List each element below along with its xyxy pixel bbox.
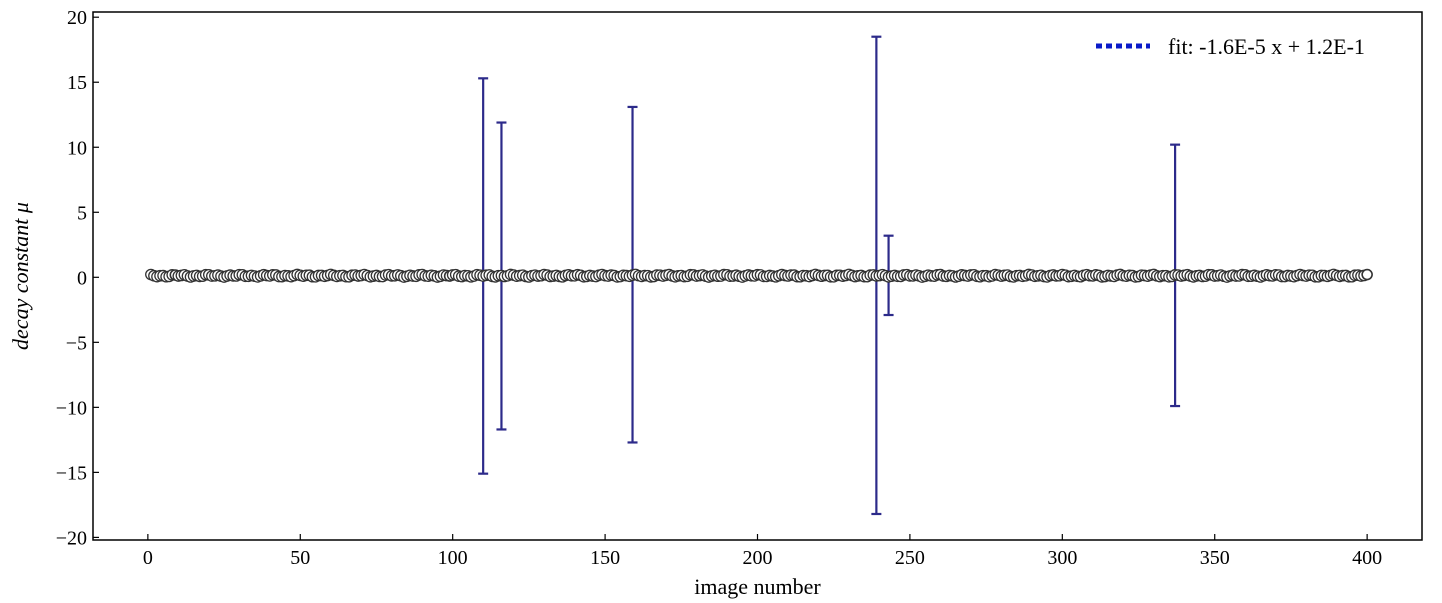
x-axis: 0 50 100 150 200 250 300 350 400 bbox=[143, 534, 1382, 569]
plot-content bbox=[145, 35, 1373, 516]
y-tick-label: −5 bbox=[66, 332, 87, 354]
data-point bbox=[1361, 268, 1373, 281]
legend-label-fit: fit: -1.6E-5 x + 1.2E-1 bbox=[1168, 34, 1365, 59]
x-tick-label: 50 bbox=[290, 547, 310, 569]
y-axis: −20 −15 −10 −5 0 5 10 15 20 bbox=[56, 7, 99, 549]
y-tick-label: 5 bbox=[77, 202, 87, 224]
x-tick-label: 300 bbox=[1047, 547, 1077, 569]
x-tick-label: 350 bbox=[1200, 547, 1230, 569]
y-tick-label: −10 bbox=[56, 397, 87, 419]
y-axis-label: decay constant μ bbox=[8, 202, 33, 350]
y-tick-label: 20 bbox=[67, 7, 87, 29]
y-tick-label: 15 bbox=[67, 72, 87, 94]
y-tick-label: −15 bbox=[56, 462, 87, 484]
x-tick-label: 250 bbox=[895, 547, 925, 569]
x-tick-label: 0 bbox=[143, 547, 153, 569]
x-tick-label: 400 bbox=[1352, 547, 1382, 569]
y-tick-label: 0 bbox=[77, 267, 87, 289]
x-tick-label: 200 bbox=[743, 547, 773, 569]
legend: fit: -1.6E-5 x + 1.2E-1 bbox=[1096, 34, 1365, 59]
x-tick-label: 100 bbox=[438, 547, 468, 569]
x-tick-label: 150 bbox=[590, 547, 620, 569]
x-axis-label: image number bbox=[694, 574, 821, 599]
y-tick-label: 10 bbox=[67, 137, 87, 159]
y-tick-label: −20 bbox=[56, 527, 87, 549]
